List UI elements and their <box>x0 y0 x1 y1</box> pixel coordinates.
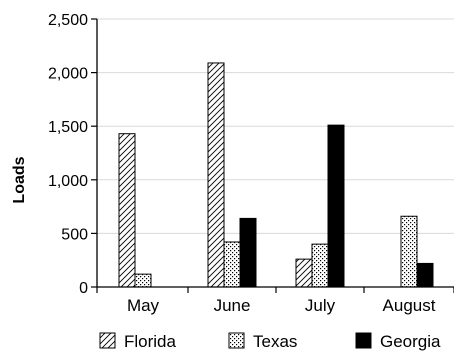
x-tick-label: May <box>127 296 160 315</box>
x-tick-label: June <box>214 296 251 315</box>
x-tick-label: August <box>383 296 436 315</box>
legend-label-georgia: Georgia <box>380 332 441 351</box>
bar-florida-july <box>295 258 313 288</box>
y-tick-label: 1,000 <box>48 173 88 190</box>
legend-label-florida: Florida <box>124 332 177 351</box>
legend-swatch-georgia <box>355 332 372 349</box>
y-axis-label: Loads <box>11 156 28 203</box>
bar-texas-july <box>311 243 329 288</box>
bars <box>118 62 434 288</box>
grid-lines <box>97 18 454 234</box>
bar-georgia-june <box>239 217 257 288</box>
y-tick-label: 2,000 <box>48 66 88 83</box>
y-tick-label: 1,500 <box>48 119 88 136</box>
legend-label-texas: Texas <box>253 332 297 351</box>
bar-georgia-august <box>416 262 434 288</box>
y-tick-label: 500 <box>61 226 88 243</box>
tick-labels: 0 500 1,000 1,500 2,000 2,500 May June July Augus… <box>48 12 436 315</box>
bar-texas-may <box>134 273 152 288</box>
y-tick-label: 2,500 <box>48 12 88 29</box>
y-tick-label: 0 <box>79 280 88 297</box>
axes <box>91 18 454 293</box>
bar-texas-august <box>400 215 418 288</box>
x-tick-label: July <box>305 296 336 315</box>
legend: Florida Texas Georgia <box>99 332 441 351</box>
legend-swatch-florida <box>99 332 116 349</box>
bar-florida-june <box>207 62 225 288</box>
bar-georgia-july <box>327 124 345 288</box>
bar-texas-june <box>223 241 241 288</box>
bar-florida-may <box>118 133 136 288</box>
legend-swatch-texas <box>228 332 245 349</box>
